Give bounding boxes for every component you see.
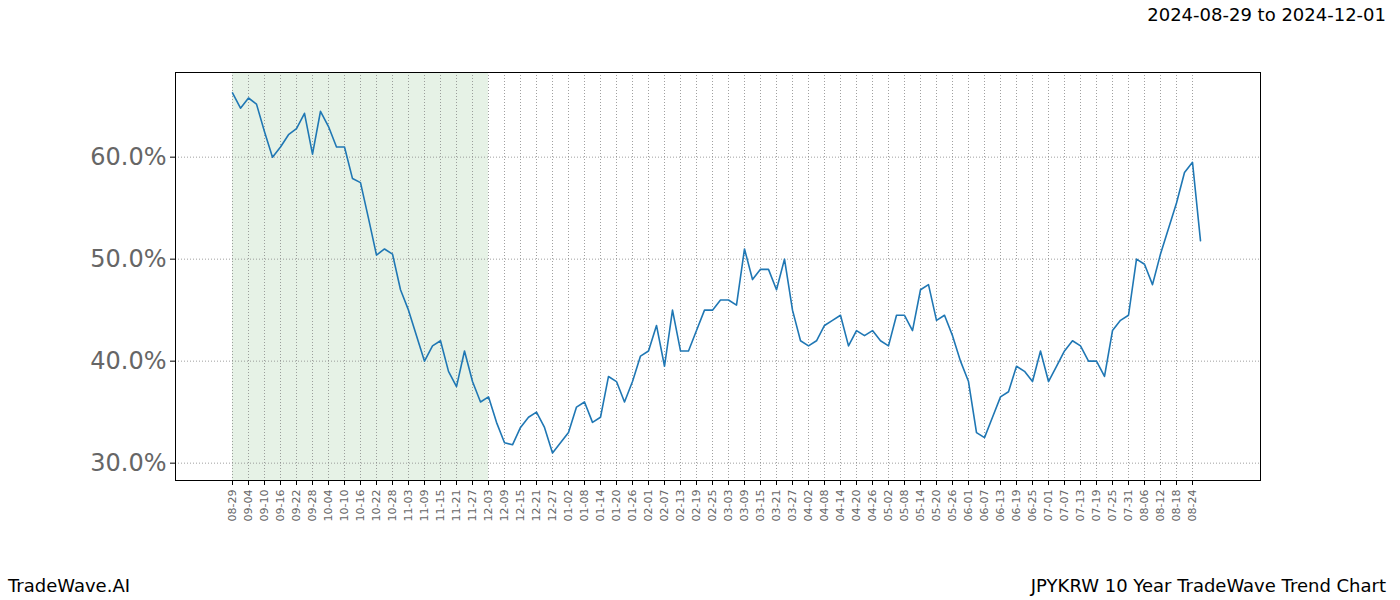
svg-text:05-26: 05-26: [946, 490, 959, 522]
svg-text:06-13: 06-13: [994, 490, 1007, 522]
svg-text:09-16: 09-16: [274, 490, 287, 522]
svg-text:06-01: 06-01: [962, 490, 975, 522]
svg-text:10-10: 10-10: [338, 490, 351, 522]
svg-text:09-10: 09-10: [258, 490, 271, 522]
svg-text:07-07: 07-07: [1058, 490, 1071, 522]
svg-text:08-24: 08-24: [1186, 490, 1199, 522]
svg-text:10-22: 10-22: [370, 490, 383, 522]
svg-text:02-07: 02-07: [658, 490, 671, 522]
svg-text:08-18: 08-18: [1170, 490, 1183, 522]
svg-text:12-21: 12-21: [530, 490, 543, 522]
svg-text:01-14: 01-14: [594, 490, 607, 522]
svg-text:10-28: 10-28: [386, 490, 399, 522]
svg-text:04-14: 04-14: [834, 490, 847, 522]
svg-text:07-19: 07-19: [1090, 490, 1103, 522]
svg-text:02-25: 02-25: [706, 490, 719, 522]
svg-text:01-20: 01-20: [610, 490, 623, 522]
svg-text:04-20: 04-20: [850, 490, 863, 522]
svg-text:08-12: 08-12: [1154, 490, 1167, 522]
svg-text:40.0%: 40.0%: [90, 347, 166, 375]
svg-text:02-19: 02-19: [690, 490, 703, 522]
svg-text:12-15: 12-15: [514, 490, 527, 522]
html-text:TradeWave.AI: TradeWave.AI: [8, 575, 130, 596]
svg-text:11-27: 11-27: [466, 490, 479, 522]
svg-text:09-22: 09-22: [290, 490, 303, 522]
svg-text:02-01: 02-01: [642, 490, 655, 522]
svg-text:10-16: 10-16: [354, 490, 367, 522]
svg-text:05-08: 05-08: [898, 490, 911, 522]
svg-text:11-15: 11-15: [434, 490, 447, 522]
svg-text:12-27: 12-27: [546, 490, 559, 522]
svg-text:04-26: 04-26: [866, 490, 879, 522]
svg-text:09-04: 09-04: [242, 490, 255, 522]
svg-text:04-02: 04-02: [802, 490, 815, 522]
svg-text:50.0%: 50.0%: [90, 245, 166, 273]
svg-text:12-09: 12-09: [498, 490, 511, 522]
svg-text:04-08: 04-08: [818, 490, 831, 522]
svg-text:03-09: 03-09: [738, 490, 751, 522]
svg-text:11-09: 11-09: [418, 490, 431, 522]
svg-text:05-14: 05-14: [914, 490, 927, 522]
svg-text:06-07: 06-07: [978, 490, 991, 522]
svg-text:09-28: 09-28: [306, 490, 319, 522]
svg-text:03-27: 03-27: [786, 490, 799, 522]
html-text:JPYKRW 10 Year TradeWave Trend: JPYKRW 10 Year TradeWave Trend Chart: [1030, 575, 1386, 596]
svg-text:07-01: 07-01: [1042, 490, 1055, 522]
svg-text:03-21: 03-21: [770, 490, 783, 522]
svg-text:03-03: 03-03: [722, 490, 735, 522]
svg-text:07-25: 07-25: [1106, 490, 1119, 522]
svg-text:07-31: 07-31: [1122, 490, 1135, 522]
svg-text:01-26: 01-26: [626, 490, 639, 522]
svg-text:05-20: 05-20: [930, 490, 943, 522]
svg-text:01-02: 01-02: [562, 490, 575, 522]
svg-text:08-06: 08-06: [1138, 490, 1151, 522]
svg-text:60.0%: 60.0%: [90, 143, 166, 171]
svg-text:11-03: 11-03: [402, 490, 415, 522]
svg-text:06-19: 06-19: [1010, 490, 1023, 522]
svg-text:06-25: 06-25: [1026, 490, 1039, 522]
svg-text:07-13: 07-13: [1074, 490, 1087, 522]
svg-text:02-13: 02-13: [674, 490, 687, 522]
svg-text:12-03: 12-03: [482, 490, 495, 522]
svg-text:10-04: 10-04: [322, 490, 335, 522]
html-text:2024-08-29 to 2024-12-01: 2024-08-29 to 2024-12-01: [1147, 4, 1386, 25]
svg-text:11-21: 11-21: [450, 490, 463, 522]
svg-text:30.0%: 30.0%: [90, 449, 166, 477]
svg-text:03-15: 03-15: [754, 490, 767, 522]
svg-text:05-02: 05-02: [882, 490, 895, 522]
svg-text:01-08: 01-08: [578, 490, 591, 522]
svg-text:08-29: 08-29: [226, 490, 239, 522]
